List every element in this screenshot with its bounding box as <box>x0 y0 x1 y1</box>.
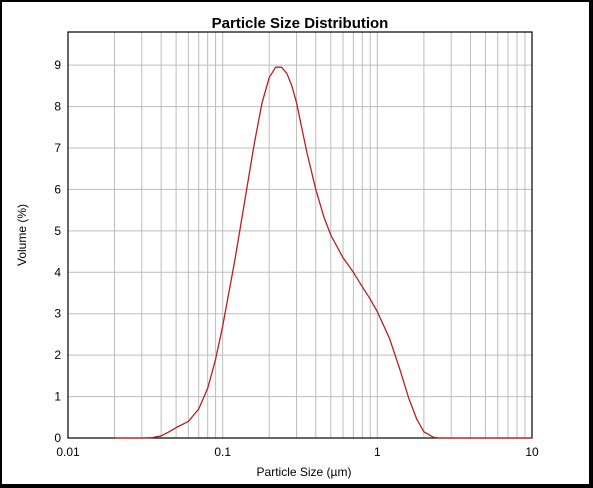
particle-size-chart: 0 1 2 3 4 5 6 7 8 9 0.01 0.1 1 10 Particle Size Dist… <box>15 10 539 479</box>
y-tick-labels: 0 1 2 3 4 5 6 7 8 9 <box>54 58 61 445</box>
plot-area <box>67 31 533 439</box>
y-tick-label: 6 <box>54 182 61 196</box>
y-tick-label: 7 <box>54 141 61 155</box>
y-tick-label: 8 <box>54 100 61 114</box>
y-tick-label: 3 <box>54 307 61 321</box>
y-tick-label: 1 <box>54 390 61 404</box>
x-axis-label: Particle Size (µm) <box>257 465 352 479</box>
y-tick-label: 0 <box>54 431 61 445</box>
volume-series-line <box>114 66 532 439</box>
x-tick-label: 0.01 <box>56 445 80 459</box>
x-tick-labels: 0.01 0.1 1 10 <box>56 445 539 459</box>
y-axis-label: Volume (%) <box>15 204 29 266</box>
y-tick-label: 9 <box>54 58 61 72</box>
y-tick-label: 4 <box>54 265 61 279</box>
y-tick-label: 5 <box>54 224 61 238</box>
y-tick-label: 2 <box>54 348 61 362</box>
x-tick-label: 10 <box>525 445 539 459</box>
chart-title: Particle Size Distribution <box>212 15 389 32</box>
x-tick-label: 0.1 <box>214 445 231 459</box>
x-tick-label: 1 <box>374 445 381 459</box>
title-band <box>68 10 532 32</box>
grid-lines <box>67 32 532 439</box>
